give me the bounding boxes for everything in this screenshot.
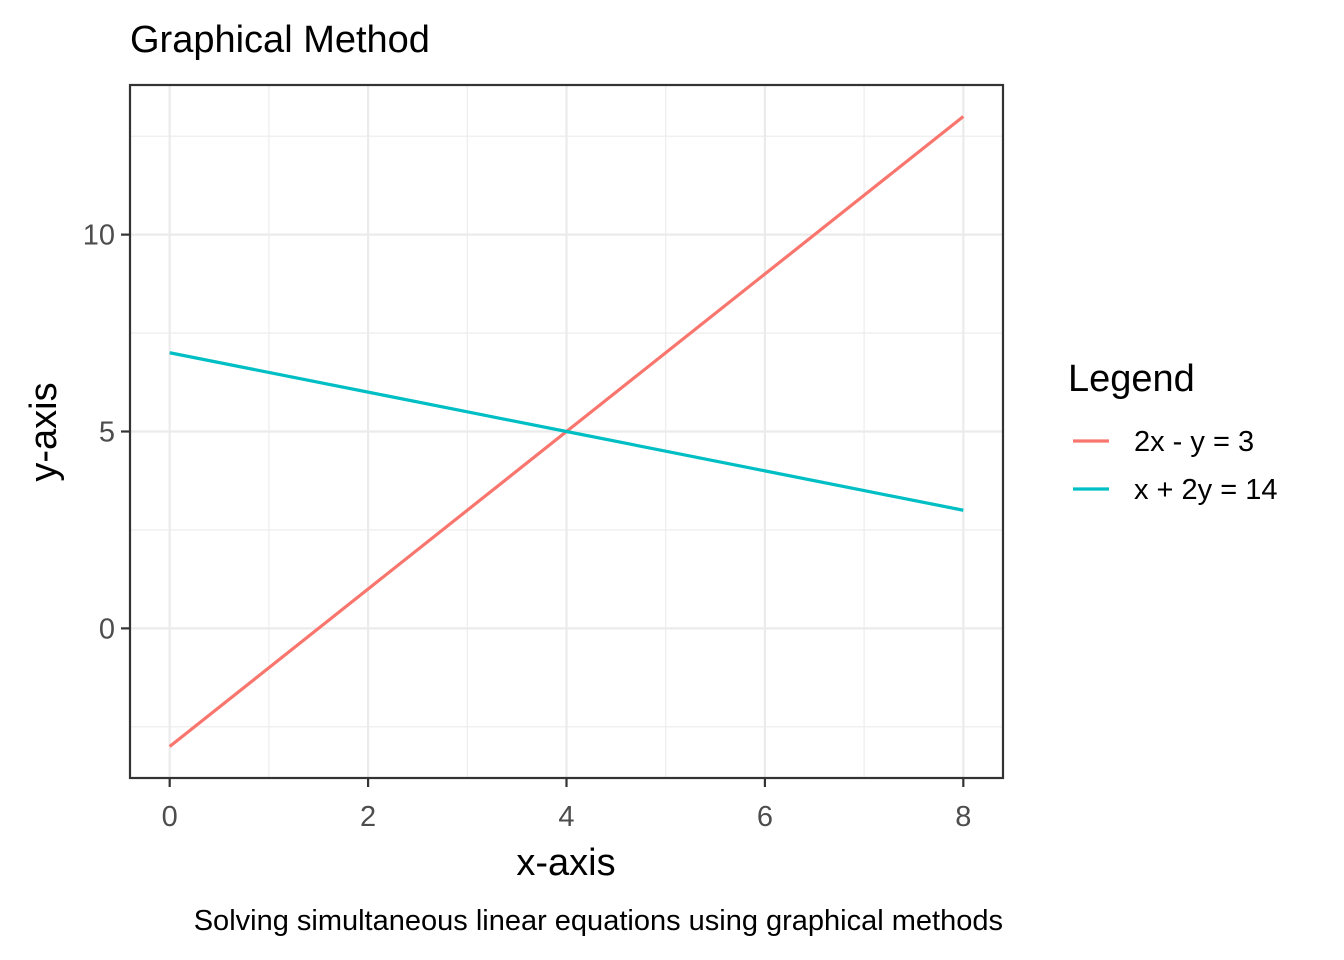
legend-label: 2x - y = 3: [1134, 426, 1254, 458]
x-tick-label: 2: [360, 801, 376, 833]
y-tick-label: 5: [99, 417, 115, 449]
x-tick-label: 6: [757, 801, 773, 833]
legend-label: x + 2y = 14: [1134, 474, 1278, 506]
legend-item: 2x - y = 3: [1073, 426, 1254, 458]
x-tick-label: 8: [955, 801, 971, 833]
x-tick-label: 4: [558, 801, 574, 833]
legend: Legend 2x - y = 3 x + 2y = 14: [1068, 358, 1278, 506]
x-tick-label: 0: [162, 801, 178, 833]
series-line-2: [169, 351, 964, 512]
x-axis: 0 2 4 6 8: [162, 778, 971, 833]
legend-items: 2x - y = 3 x + 2y = 14: [1073, 426, 1278, 506]
chart-caption: Solving simultaneous linear equations us…: [194, 905, 1003, 937]
chart-title: Graphical Method: [130, 19, 430, 61]
y-tick-label: 10: [83, 220, 115, 252]
y-axis: 0 5 10: [83, 220, 130, 645]
y-axis-title: y-axis: [23, 382, 65, 481]
x-axis-title: x-axis: [516, 842, 615, 884]
y-tick-label: 0: [99, 613, 115, 645]
legend-title: Legend: [1068, 358, 1195, 400]
series-layer: [168, 115, 965, 748]
legend-item: x + 2y = 14: [1073, 474, 1278, 506]
plot-panel: [128, 83, 1005, 780]
